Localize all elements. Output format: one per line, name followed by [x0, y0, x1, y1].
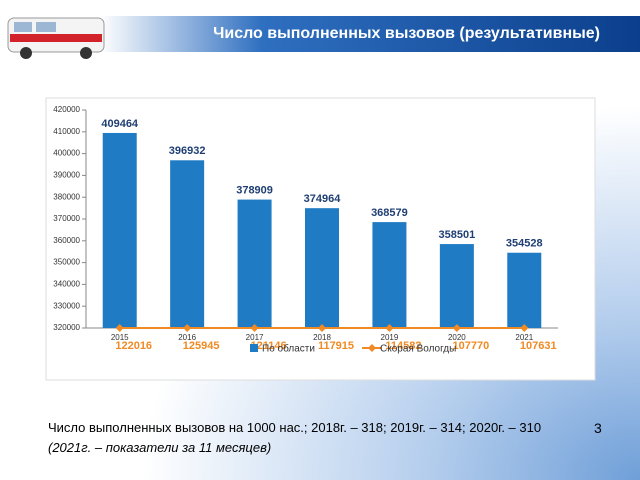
x-tick-label: 2019 [381, 333, 399, 342]
y-tick-label: 380000 [53, 192, 80, 201]
data-label: 378909 [236, 184, 273, 196]
bar [439, 244, 474, 328]
line-marker [115, 324, 124, 332]
line-marker [452, 324, 461, 332]
x-tick-label: 2020 [448, 333, 466, 342]
y-tick-label: 320000 [53, 323, 80, 332]
x-tick-label: 2015 [111, 333, 129, 342]
bar [237, 199, 272, 328]
x-tick-label: 2017 [246, 333, 264, 342]
legend-swatch [368, 344, 376, 352]
slide-title: Число выполненных вызовов (результативны… [213, 25, 600, 42]
data-label: 107770 [452, 340, 489, 352]
y-tick-label: 410000 [53, 127, 80, 136]
x-tick-label: 2018 [313, 333, 331, 342]
y-tick-label: 400000 [53, 149, 80, 158]
line-marker [318, 324, 326, 332]
line-marker [250, 324, 259, 332]
legend-label: Скорая Вологды [380, 344, 456, 355]
x-tick-label: 2021 [515, 333, 533, 342]
data-label: 409464 [101, 118, 139, 130]
legend-label: По области [262, 343, 315, 355]
y-tick-label: 420000 [53, 105, 80, 114]
data-label: 114582 [385, 340, 421, 352]
line-marker [183, 324, 192, 332]
bar [170, 160, 205, 328]
data-label: 368579 [371, 207, 408, 219]
y-tick-label: 360000 [53, 236, 80, 245]
y-tick-label: 390000 [53, 171, 80, 180]
page-number: 3 [594, 420, 602, 436]
x-tick-label: 2016 [178, 333, 196, 342]
data-label: 396932 [169, 145, 206, 157]
data-label: 374964 [304, 193, 342, 205]
data-label: 358501 [438, 229, 475, 241]
bar [507, 252, 542, 328]
data-label: 121146 [251, 340, 287, 352]
data-label: 122016 [115, 340, 152, 352]
chart: 320000 330000 340000 350000 360000 370000 3800… [53, 105, 558, 355]
legend-swatch [250, 344, 258, 352]
y-tick-label: 350000 [53, 258, 80, 267]
footer-note: Число выполненных вызовов на 1000 нас.; … [48, 420, 542, 435]
ambulance-icon [7, 17, 105, 59]
data-label: 125945 [183, 340, 220, 352]
line-marker [385, 324, 394, 332]
footer-note: (2021г. – показатели за 11 месяцев) [48, 440, 272, 455]
data-label: 354528 [506, 238, 543, 250]
y-tick-label: 340000 [53, 280, 80, 289]
bar [102, 132, 137, 328]
bar [305, 208, 339, 328]
data-label: 107631 [520, 340, 557, 352]
y-tick-label: 370000 [53, 214, 80, 223]
header-bar [100, 16, 640, 52]
data-label: 117915 [318, 340, 354, 352]
bar [372, 222, 407, 328]
line-marker [520, 324, 529, 332]
y-tick-label: 330000 [53, 301, 80, 310]
